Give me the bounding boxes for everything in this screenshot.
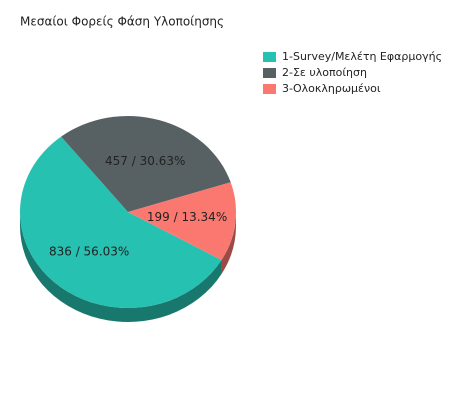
- slice: [128, 182, 237, 260]
- data-label: 836 / 56.03%: [49, 244, 129, 258]
- data-label: 457 / 30.63%: [105, 154, 185, 168]
- slice-side: [221, 212, 236, 274]
- data-label: 199 / 13.34%: [147, 210, 227, 224]
- legend-label: 1-Survey/Μελέτη Εφαρμογής: [282, 50, 442, 63]
- legend-swatch: [263, 52, 276, 62]
- legend-label: 3-Ολοκληρωμένοι: [282, 82, 381, 95]
- slice-side: [20, 212, 222, 322]
- legend-label: 2-Σε υλοποίηση: [282, 66, 367, 79]
- legend-swatch: [263, 84, 276, 94]
- chart-title: Μεσαίοι Φορείς Φάση Υλοποίησης: [20, 15, 224, 29]
- legend-swatch: [263, 68, 276, 78]
- slice: [61, 116, 231, 212]
- slice: [20, 136, 222, 308]
